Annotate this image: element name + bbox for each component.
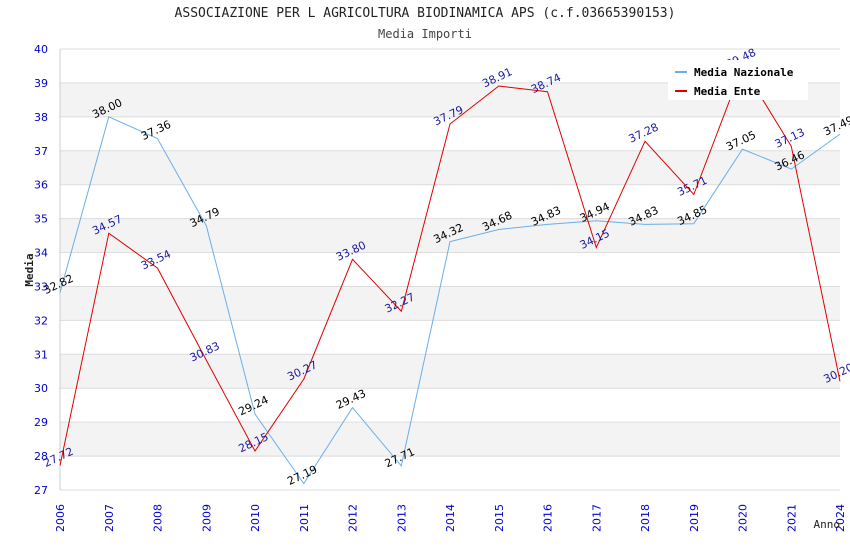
plot-band bbox=[60, 218, 840, 253]
plot-band bbox=[60, 184, 840, 219]
y-tick-label: 39 bbox=[34, 77, 48, 90]
y-tick-label: 37 bbox=[34, 145, 48, 158]
x-tick-label: 2017 bbox=[590, 504, 603, 532]
y-tick-label: 27 bbox=[34, 484, 48, 497]
series-line-media-ente bbox=[59, 65, 841, 466]
chart-subtitle: Media Importi bbox=[378, 27, 472, 41]
x-tick-label: 2009 bbox=[200, 504, 213, 532]
legend-label: Media Ente bbox=[694, 85, 761, 98]
series-lines bbox=[59, 65, 841, 485]
y-tick-label: 34 bbox=[34, 247, 48, 260]
plot-band bbox=[60, 252, 840, 287]
x-tick-label: 2013 bbox=[395, 504, 408, 532]
y-tick-label: 28 bbox=[34, 450, 48, 463]
axis-titles: Media Anno bbox=[23, 253, 840, 531]
legend: Media Nazionale Media Ente bbox=[668, 60, 808, 100]
legend-label: Media Nazionale bbox=[694, 66, 794, 79]
x-tick-label: 2006 bbox=[54, 504, 67, 532]
x-axis-title: Anno bbox=[814, 518, 841, 531]
y-tick-label: 36 bbox=[34, 179, 48, 192]
x-tick-label: 2010 bbox=[249, 504, 262, 532]
x-tick-label: 2016 bbox=[542, 504, 555, 532]
x-axis-ticks: 2006 2007 2008 2009 2010 2011 2012 2013 2014 2015… bbox=[54, 504, 847, 532]
x-tick-label: 2019 bbox=[688, 504, 701, 532]
x-tick-label: 2020 bbox=[737, 504, 750, 532]
y-tick-label: 30 bbox=[34, 382, 48, 395]
x-tick-label: 2007 bbox=[103, 504, 116, 532]
x-tick-label: 2012 bbox=[347, 504, 360, 532]
plot-band bbox=[60, 116, 840, 151]
y-tick-label: 31 bbox=[34, 348, 48, 361]
x-tick-label: 2014 bbox=[444, 504, 457, 532]
x-tick-label: 2021 bbox=[785, 504, 798, 532]
x-tick-label: 2011 bbox=[298, 504, 311, 532]
plot-band bbox=[60, 388, 840, 423]
plot-band bbox=[60, 286, 840, 321]
plot-band bbox=[60, 422, 840, 457]
y-tick-label: 29 bbox=[34, 416, 48, 429]
y-tick-label: 38 bbox=[34, 111, 48, 124]
y-tick-label: 35 bbox=[34, 213, 48, 226]
x-tick-label: 2015 bbox=[493, 504, 506, 532]
y-tick-label: 32 bbox=[34, 314, 48, 327]
legend-box bbox=[668, 60, 808, 100]
x-tick-label: 2008 bbox=[152, 504, 165, 532]
y-axis-ticks: 27 28 29 30 31 32 33 34 35 36 37 38 39 40 bbox=[34, 43, 48, 497]
plot-band bbox=[60, 150, 840, 185]
y-axis-title: Media bbox=[23, 253, 36, 286]
plot-band bbox=[60, 456, 840, 490]
x-tick-label: 2024 bbox=[834, 504, 847, 532]
y-tick-label: 33 bbox=[34, 280, 48, 293]
series-line-media-nazionale bbox=[59, 116, 841, 485]
plot-band bbox=[60, 320, 840, 355]
chart-title: ASSOCIAZIONE PER L AGRICOLTURA BIODINAMI… bbox=[174, 6, 676, 21]
y-tick-label: 40 bbox=[34, 43, 48, 56]
plot-band bbox=[60, 354, 840, 389]
x-tick-label: 2018 bbox=[639, 504, 652, 532]
